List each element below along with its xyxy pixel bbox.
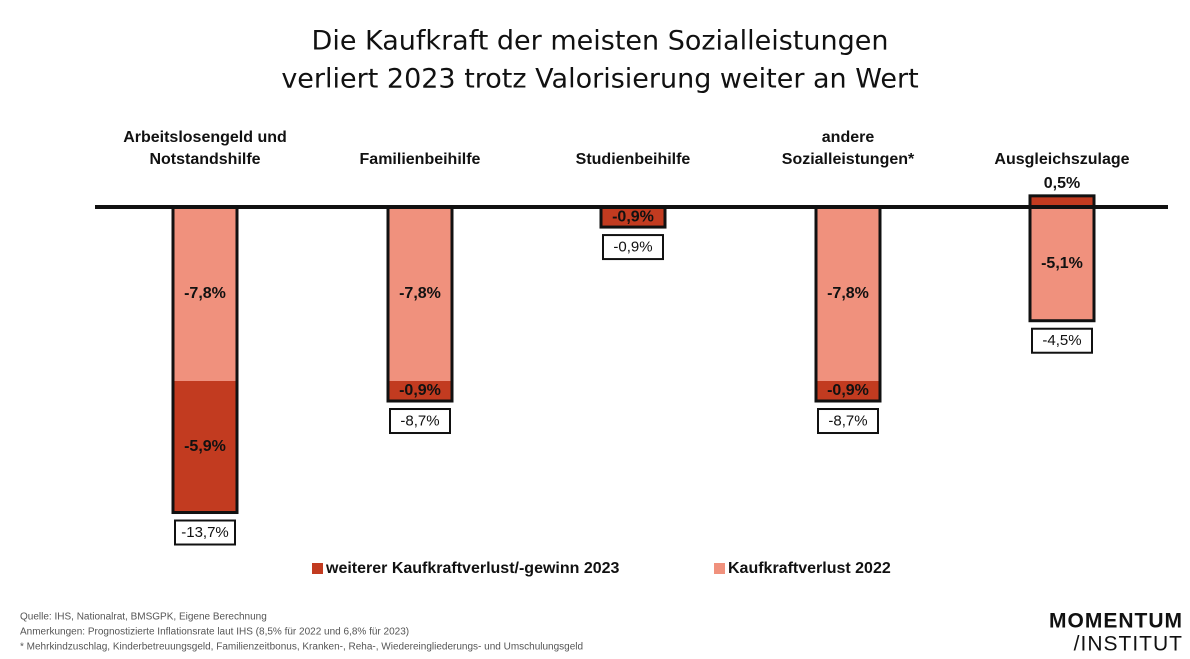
value-label: -7,8% <box>399 285 441 302</box>
total-box <box>1031 327 1093 354</box>
legend-swatch <box>312 563 323 574</box>
bar-segment <box>388 380 452 402</box>
total-label: -4,5% <box>1042 332 1081 349</box>
bar-segment <box>1030 207 1094 321</box>
total-label: -8,7% <box>400 412 439 429</box>
bar-segment <box>173 207 237 381</box>
bar-segment <box>173 380 237 513</box>
value-label: -5,9% <box>184 438 226 455</box>
value-label: -0,9% <box>399 382 441 399</box>
value-label: -7,8% <box>184 285 226 302</box>
category-label: Familienbeihilfe <box>360 151 481 168</box>
category-label: Sozialleistungen* <box>782 151 915 168</box>
bar-segment <box>1030 195 1094 207</box>
bar-segment <box>601 207 665 228</box>
footnote: * Mehrkindzuschlag, Kinderbetreuungsgeld… <box>20 642 583 653</box>
total-label: -13,7% <box>181 524 229 541</box>
value-label: -0,9% <box>612 208 654 225</box>
footnote: Quelle: IHS, Nationalrat, BMSGPK, Eigene… <box>20 612 267 623</box>
value-label: -7,8% <box>827 285 869 302</box>
logo: MOMENTUM <box>1049 610 1183 633</box>
bar-segment <box>388 207 452 381</box>
value-label: -5,1% <box>1041 255 1083 272</box>
total-box <box>817 408 879 435</box>
category-label: Arbeitslosengeld und <box>123 129 287 146</box>
total-box <box>174 519 236 546</box>
category-label: Studienbeihilfe <box>576 151 691 168</box>
legend-label: Kaufkraftverlust 2022 <box>728 560 891 577</box>
bar-segment <box>816 380 880 402</box>
bar-segment <box>816 207 880 381</box>
total-label: -0,9% <box>613 239 652 256</box>
category-label: Ausgleichszulage <box>994 151 1129 168</box>
legend-label: weiterer Kaufkraftverlust/-gewinn 2023 <box>325 560 620 577</box>
legend-swatch <box>714 563 725 574</box>
value-label: -0,9% <box>827 382 869 399</box>
chart-title: Die Kaufkraft der meisten Sozialleistung… <box>312 26 889 57</box>
logo: /INSTITUT <box>1074 633 1183 656</box>
bar-outline <box>1028 194 1096 323</box>
category-label: Notstandshilfe <box>149 151 260 168</box>
total-box <box>602 234 664 261</box>
total-box <box>389 408 451 435</box>
footnote: Anmerkungen: Prognostizierte Inflationsr… <box>20 627 409 638</box>
chart-title: verliert 2023 trotz Valorisierung weiter… <box>281 64 918 95</box>
total-label: -8,7% <box>828 412 867 429</box>
category-label: andere <box>822 129 875 146</box>
value-label: 0,5% <box>1044 175 1080 192</box>
